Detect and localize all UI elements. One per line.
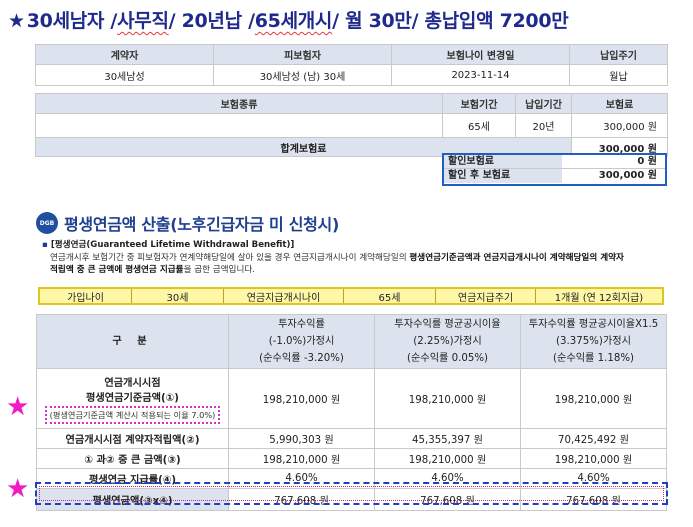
column-header-line: (2.25%)가정시 xyxy=(413,336,482,347)
value-cell: 65세 xyxy=(442,113,516,138)
pension-table: 구 분 투자수익률 (-1.0%)가정시 (순수익률 -3.20%) 투자수익률… xyxy=(36,314,667,511)
value-cell: 2023-11-14 xyxy=(391,64,570,86)
value-cell: 767,608 원 xyxy=(228,488,375,511)
header-cell: 납입주기 xyxy=(569,44,668,65)
column-header: 투자수익률 평균공시이율 (2.25%)가정시 (순수익률 0.05%) xyxy=(374,314,521,369)
row-label: ① 과② 중 큰 금액(③) xyxy=(36,448,229,469)
description-text: 을 곱한 금액입니다. xyxy=(183,265,256,275)
insurance-type-cell xyxy=(35,113,443,138)
total-label: 합계보험료 xyxy=(35,137,572,157)
value-cell: 30세남성 (남) 30세 xyxy=(213,64,392,86)
header-cell: 납입기간 xyxy=(515,93,572,114)
value-cell: 198,210,000 원 xyxy=(374,448,521,469)
header-cell: 보험나이 변경일 xyxy=(391,44,570,65)
star-icon: ★ xyxy=(8,10,25,32)
title-part: 65세개시 xyxy=(254,10,333,32)
condition-value: 30세 xyxy=(132,289,224,304)
column-header-line: (순수익률 -3.20%) xyxy=(259,353,344,364)
row-label: 평생연금 지급률(④) xyxy=(36,468,229,489)
condition-label: 연금지급개시나이 xyxy=(224,289,344,304)
header-cell: 보험기간 xyxy=(442,93,516,114)
value-cell: 767,608 원 xyxy=(374,488,521,511)
discount-box: 할인보험료 0 원 할인 후 보험료 300,000 원 xyxy=(442,153,667,186)
value-cell: 198,210,000 원 xyxy=(520,368,667,429)
discount-value: 0 원 xyxy=(637,156,657,167)
value-cell: 45,355,397 원 xyxy=(374,428,521,449)
conditions-bar: 가입나이 30세 연금지급개시나이 65세 연금지급주기 1개월 (연 12회지… xyxy=(38,287,664,305)
value-cell: 20년 xyxy=(515,113,572,138)
discount-label: 할인보험료 xyxy=(444,155,562,168)
condition-value: 65세 xyxy=(344,289,436,304)
column-header-line: 투자수익률 평균공시이율X1.5 xyxy=(528,319,659,330)
column-header-line: (-1.0%)가정시 xyxy=(268,336,335,347)
value-cell: 198,210,000 원 xyxy=(228,448,375,469)
after-discount-value: 300,000 원 xyxy=(598,170,657,181)
column-header-line: (순수익률 0.05%) xyxy=(406,353,489,364)
description-line: 적립액 중 큰 금액에 평생연금 지급률을 곱한 금액입니다. xyxy=(42,264,682,277)
column-header-line: 투자수익률 평균공시이율 xyxy=(394,319,501,330)
row-label-line: 평생연금기준금액(①) xyxy=(86,392,179,404)
value-cell: 4.60% xyxy=(228,468,375,489)
title-part: 30세남자 / xyxy=(26,10,118,32)
after-discount-label: 할인 후 보험료 xyxy=(444,169,562,183)
condition-label: 가입나이 xyxy=(40,289,132,304)
description: ▪ [평생연금(Guaranteed Lifetime Withdrawal Be… xyxy=(42,239,682,277)
description-bold: 적립액 중 큰 금액에 평생연금 지급률 xyxy=(50,265,184,275)
row-label-line: 연금개시시점 xyxy=(104,377,161,389)
value-cell: 198,210,000 원 xyxy=(520,448,667,469)
value-cell: 198,210,000 원 xyxy=(228,368,375,429)
section-title: 평생연금액 산출(노후긴급자금 미 신청시) xyxy=(64,215,339,234)
rate-note: (평생연금기준금액 계산시 적용되는 이율 7.0%) xyxy=(44,405,221,424)
table-row: 평생연금 지급률(④) 4.60% 4.60% 4.60% xyxy=(36,468,667,489)
star-marker-icon: ★ xyxy=(6,474,30,504)
header-cell: 피보험자 xyxy=(213,44,392,65)
description-bold: 평생연금기준금액과 연금지급개시나이 계약해당일의 계약자 xyxy=(409,252,624,263)
dgb-logo-icon: DGB xyxy=(36,212,58,234)
section-heading: DGB 평생연금액 산출(노후긴급자금 미 신청시) xyxy=(36,209,339,237)
row-label: 평생연금액(③x④) xyxy=(36,488,229,511)
table-row: ① 과② 중 큰 금액(③) 198,210,000 원 198,210,000… xyxy=(36,448,667,469)
page-title: ★ 30세남자 /사무직/ 20년납 /65세개시/ 월 30만/ 총납입액 72… xyxy=(8,6,569,36)
description-text: 연금개시후 보험기간 중 피보험자가 연계약해당일에 살아 있을 경우 연금지급… xyxy=(50,252,410,263)
value-cell: 5,990,303 원 xyxy=(228,428,375,449)
bullet-text: [평생연금(Guaranteed Lifetime Withdrawal Ben… xyxy=(50,240,295,250)
column-header: 투자수익률 (-1.0%)가정시 (순수익률 -3.20%) xyxy=(228,314,375,369)
star-marker-icon: ★ xyxy=(6,392,30,422)
column-header-line: (3.375%)가정시 xyxy=(556,336,631,347)
title-part: 사무직 xyxy=(117,10,169,32)
value-cell: 198,210,000 원 xyxy=(374,368,521,429)
row-label: 연금개시시점 계약자적립액(②) xyxy=(36,428,229,449)
title-part: / 20년납 / xyxy=(168,10,255,32)
table-row: 연금개시시점 평생연금기준금액(①) (평생연금기준금액 계산시 적용되는 이율… xyxy=(36,368,667,429)
header-cell: 보험종류 xyxy=(35,93,443,114)
condition-label: 연금지급주기 xyxy=(436,289,536,304)
column-header-line: 투자수익률 xyxy=(278,319,325,330)
value-cell: 300,000 원 xyxy=(571,113,668,138)
bullet-icon: ▪ xyxy=(42,240,48,250)
table-row: 평생연금액(③x④) 767,608 원 767,608 원 767,608 원 xyxy=(36,488,667,511)
description-line: 연금개시후 보험기간 중 피보험자가 연계약해당일에 살아 있을 경우 연금지급… xyxy=(42,252,682,265)
value-cell: 월납 xyxy=(569,64,668,86)
column-header-line: (순수익률 1.18%) xyxy=(552,353,635,364)
value-cell: 70,425,492 원 xyxy=(520,428,667,449)
bullet-line: ▪ [평생연금(Guaranteed Lifetime Withdrawal Be… xyxy=(42,239,682,252)
value-cell: 767,608 원 xyxy=(520,488,667,511)
value-cell: 4.60% xyxy=(520,468,667,489)
condition-value: 1개월 (연 12회지급) xyxy=(554,292,644,304)
column-header: 투자수익률 평균공시이율X1.5 (3.375%)가정시 (순수익률 1.18%… xyxy=(520,314,667,369)
value-cell: 30세남성 xyxy=(35,64,214,86)
row-label: 연금개시시점 평생연금기준금액(①) (평생연금기준금액 계산시 적용되는 이율… xyxy=(36,368,229,429)
table-row: 연금개시시점 계약자적립액(②) 5,990,303 원 45,355,397 … xyxy=(36,428,667,449)
value-cell: 4.60% xyxy=(374,468,521,489)
premium-table: 보험종류 보험기간 납입기간 보험료 65세 20년 300,000 원 합계보… xyxy=(35,93,668,157)
title-part: / 월 30만/ 총납입액 7200만 xyxy=(332,10,569,32)
header-cell: 계약자 xyxy=(35,44,214,65)
header-cell: 보험료 xyxy=(571,93,668,114)
contract-info-table: 계약자 피보험자 보험나이 변경일 납입주기 30세남성 30세남성 (남) 3… xyxy=(35,44,668,86)
column-header: 구 분 xyxy=(36,314,229,369)
